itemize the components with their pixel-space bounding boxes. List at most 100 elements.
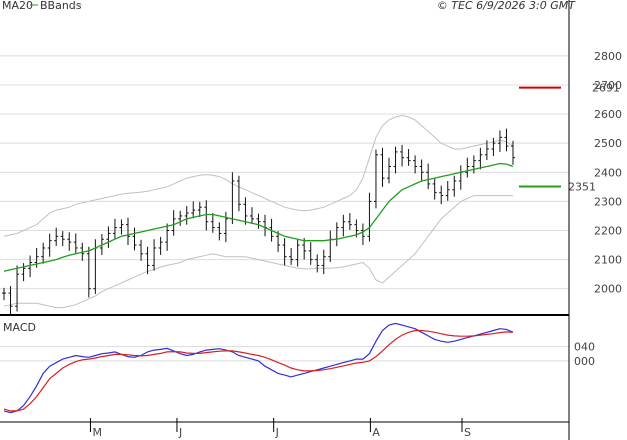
price-tick-label: 2000 <box>594 283 622 296</box>
ohlc-bar <box>86 246 91 298</box>
ohlc-bar <box>439 185 444 205</box>
month-tick-label: J <box>178 426 182 439</box>
price-tick-label: 2700 <box>594 79 622 92</box>
macd-title: MACD <box>3 321 36 334</box>
month-tick-label: S <box>464 426 471 439</box>
ohlc-bar <box>197 201 202 218</box>
macd-gridlines <box>0 346 569 362</box>
price-tick-label: 2400 <box>594 166 622 179</box>
ohlc-bar <box>60 231 65 247</box>
ohlc-bar <box>2 287 6 301</box>
ohlc-bar <box>373 149 378 209</box>
month-tick-label: J <box>275 426 279 439</box>
ohlc-bar <box>204 200 209 231</box>
price-levels: 2691 2351 <box>519 82 620 194</box>
price-gridlines <box>0 55 569 290</box>
ohlc-bar <box>315 254 320 273</box>
ohlc-bar <box>406 148 411 166</box>
resistance-level-label: 2691 <box>592 82 620 95</box>
ohlc-bar <box>191 201 196 219</box>
ohlc-bar <box>478 147 483 170</box>
ohlc-bar <box>243 197 248 225</box>
month-tick-label: A <box>372 426 380 439</box>
bbands-upper-line <box>3 114 514 237</box>
ohlc-bar <box>452 175 457 197</box>
ohlc-bar <box>367 192 372 242</box>
ohlc-bar <box>302 238 307 260</box>
ohlc-bar <box>217 222 222 241</box>
ohlc-bar <box>504 128 509 152</box>
ma20-line <box>3 162 514 272</box>
price-tick-label: 2500 <box>594 137 622 150</box>
ohlc-bar <box>210 213 215 233</box>
ohlc-bar <box>360 223 365 246</box>
ohlc-bar <box>380 147 385 187</box>
ohlc-bar <box>41 242 46 264</box>
ohlc-bar <box>165 223 170 251</box>
bbands-lower-line <box>3 195 513 309</box>
ohlc-bar <box>400 144 405 167</box>
macd-tick-label: 040 <box>574 341 595 354</box>
ohlc-bar <box>73 233 78 254</box>
ohlc-bar <box>28 255 33 278</box>
macd-line <box>3 322 514 414</box>
ohlc-bar <box>393 146 398 174</box>
ohlc-bar <box>249 207 254 225</box>
ohlc-bar <box>465 157 470 178</box>
ohlc-bar <box>426 163 431 190</box>
ohlc-bar <box>308 242 313 265</box>
ohlc-bar <box>132 227 137 251</box>
price-axis-ticks: 2000 2100 2200 2300 2400 2500 2600 2700 2800 <box>594 50 622 296</box>
price-tick-label: 2200 <box>594 224 622 237</box>
legend-ma20: MA20 <box>2 0 33 12</box>
ohlc-bar <box>145 246 150 275</box>
ohlc-bar <box>511 140 515 165</box>
ohlc-bar <box>419 159 424 182</box>
ohlc-bar <box>119 219 124 235</box>
ohlc-bar <box>47 233 52 257</box>
price-tick-label: 2100 <box>594 254 622 267</box>
ohlc-bar <box>152 239 157 271</box>
ohlc-bar <box>112 218 117 239</box>
ohlc-bar <box>67 232 72 251</box>
ohlc-bar <box>445 181 450 201</box>
ohlc-bar <box>139 239 144 261</box>
ohlc-bar <box>15 265 20 312</box>
ohlc-bar <box>341 214 346 237</box>
price-tick-label: 2800 <box>594 50 622 63</box>
ohlc-bar <box>491 137 496 156</box>
signal-line <box>3 329 514 412</box>
ohlc-bar <box>236 175 241 212</box>
ohlc-bar <box>413 155 418 174</box>
ohlc-bar <box>125 217 130 246</box>
ohlc-bar <box>387 157 392 184</box>
price-ohlc-bars <box>2 128 515 315</box>
legend-bbands: BBands <box>40 0 82 12</box>
ohlc-bar <box>497 130 502 152</box>
timestamp: © TEC 6/9/2026 3:0 GMT <box>437 0 576 12</box>
price-tick-label: 2600 <box>594 108 622 121</box>
ohlc-bar <box>54 227 59 246</box>
ohlc-bar <box>256 213 261 229</box>
ohlc-bar <box>321 249 326 275</box>
macd-tick-label: 000 <box>574 355 595 368</box>
price-tick-label: 2300 <box>594 195 622 208</box>
ohlc-bar <box>8 286 13 315</box>
ohlc-bar <box>158 236 163 255</box>
ohlc-bar <box>347 213 352 230</box>
ohlc-bar <box>295 239 300 267</box>
ohlc-bar <box>282 238 287 266</box>
ohlc-bar <box>276 231 281 253</box>
panel-separator <box>0 314 569 316</box>
ohlc-bar <box>21 263 26 282</box>
ohlc-bar <box>184 206 189 225</box>
ohlc-bar <box>484 140 489 161</box>
ohlc-bar <box>106 226 111 248</box>
month-tick-label: M <box>92 426 102 439</box>
ohlc-bar <box>471 155 476 174</box>
ohlc-bar <box>178 210 183 226</box>
